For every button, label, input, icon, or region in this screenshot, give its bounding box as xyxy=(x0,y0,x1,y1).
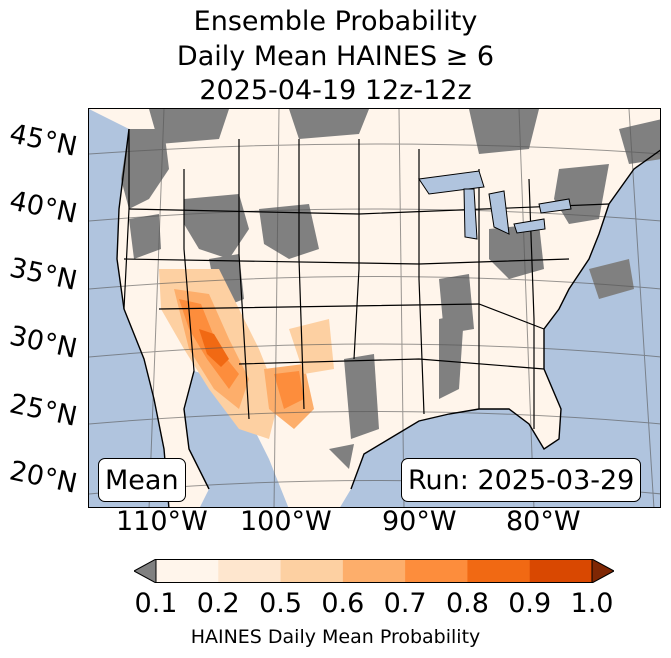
colorbar-tick-5: 0.8 xyxy=(445,588,489,619)
lat-label-45n: 45°N xyxy=(6,118,80,163)
colorbar-bin-1 xyxy=(218,559,282,583)
lat-label-40n: 40°N xyxy=(6,185,80,230)
colorbar-bin-4 xyxy=(405,559,468,583)
state-borders xyxy=(123,129,610,429)
chart-title-line-1: Ensemble Probability xyxy=(193,6,478,37)
lon-label-80w: 80°W xyxy=(506,506,581,537)
colorbar-label: HAINES Daily Mean Probability xyxy=(190,626,481,648)
lat-label-20n: 20°N xyxy=(6,455,80,500)
colorbar-tick-4: 0.7 xyxy=(383,588,427,619)
colorbar-tick-0: 0.1 xyxy=(134,588,178,619)
colorbar-tick-3: 0.6 xyxy=(321,588,365,619)
colorbar-under-arrow xyxy=(134,559,157,583)
colorbar-bin-3 xyxy=(342,559,406,583)
colorbar-tick-7: 1.0 xyxy=(570,588,614,619)
colorbar-bin-0 xyxy=(156,559,219,583)
lat-label-35n: 35°N xyxy=(6,252,80,297)
colorbar-tick-2: 0.5 xyxy=(259,588,303,619)
colorbar-over-arrow xyxy=(591,559,614,583)
lon-label-90w: 90°W xyxy=(382,506,457,537)
colorbar-bin-6 xyxy=(529,559,593,583)
colorbar-bin-2 xyxy=(280,559,344,583)
missing-data-patches xyxy=(121,109,660,469)
lat-label-30n: 30°N xyxy=(6,320,80,365)
colorbar-tick-6: 0.9 xyxy=(508,588,552,619)
colorbar xyxy=(134,559,614,583)
great-lakes xyxy=(418,170,572,240)
chart-title-line-2: Daily Mean HAINES ≥ 6 xyxy=(176,41,495,72)
lon-label-110w: 110°W xyxy=(116,506,208,537)
colorbar-bin-5 xyxy=(467,559,531,583)
lat-label-25n: 25°N xyxy=(6,388,80,433)
colorbar-outline xyxy=(155,559,593,583)
run-date-label-box: Run: 2025-03-29 xyxy=(401,458,642,502)
map-panel xyxy=(88,108,661,508)
chart-title-line-3: 2025-04-19 12z-12z xyxy=(199,75,472,106)
map-svg xyxy=(89,109,660,507)
coastline xyxy=(116,128,660,507)
lon-label-100w: 100°W xyxy=(240,506,332,537)
colorbar-tick-1: 0.2 xyxy=(196,588,240,619)
statistic-label-box: Mean xyxy=(98,458,186,502)
